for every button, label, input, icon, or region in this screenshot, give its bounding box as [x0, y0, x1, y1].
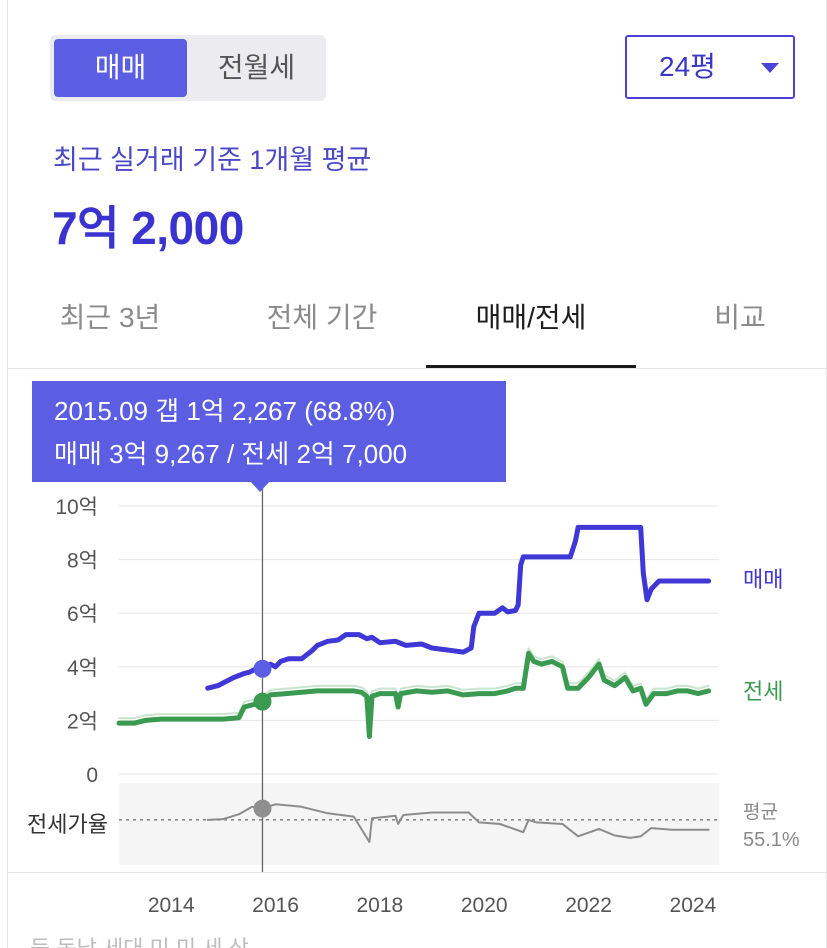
series-ratio-line	[206, 803, 710, 843]
x-tick-label: 2020	[461, 894, 508, 917]
marker-sale	[253, 659, 272, 678]
y-tick-label: 0	[86, 764, 98, 787]
ratio-band-background	[119, 783, 719, 865]
x-tick-label: 2014	[148, 894, 195, 917]
tooltip-pointer	[250, 481, 270, 492]
y-axis-tick-labels: 10억 8억 6억 4억 2억 0	[55, 496, 98, 787]
y-tick-label: 6억	[67, 603, 98, 626]
legend-jeonse: 전세	[743, 679, 783, 704]
chart-bottom-divider	[8, 872, 827, 873]
legend-sale: 매매	[743, 567, 783, 592]
x-tick-label: 2022	[565, 894, 612, 917]
x-tick-label: 2018	[357, 894, 404, 917]
deal-type-sale-button[interactable]: 매매	[54, 39, 187, 97]
average-price-value: 7억 2,000	[52, 202, 244, 254]
tabs-divider	[8, 368, 827, 369]
average-label: 평균	[743, 801, 778, 823]
average-price-label: 최근 실거래 기준 1개월 평균	[53, 145, 372, 175]
marker-jeonse	[253, 692, 272, 711]
chart-tabs: 최근 3년 전체 기간 매매/전세 비교	[0, 280, 827, 370]
deal-type-toggle: 매매 전월세	[50, 35, 326, 101]
series-sale-line	[205, 524, 712, 691]
tooltip-gap-text: 2015.09 갭 1억 2,267 (68.8%)	[54, 396, 396, 426]
deal-type-rent-button[interactable]: 전월세	[217, 52, 296, 83]
tab-all-period[interactable]: 전체 기간	[266, 302, 378, 333]
chevron-down-icon	[761, 63, 779, 73]
x-axis-tick-labels: 2014 2016 2018 2020 2022 2024	[148, 894, 717, 917]
ratio-axis-label: 전세가율	[27, 812, 108, 837]
hover-tooltip: 2015.09 갭 1억 2,267 (68.8%) 매매 3억 9,267 /…	[32, 381, 506, 482]
panel-left-border	[7, 0, 8, 948]
selected-point-markers	[253, 659, 272, 818]
average-value: 55.1%	[743, 829, 800, 851]
tooltip-price-text: 매매 3억 9,267 / 전세 2억 7,000	[54, 439, 408, 469]
series-jeonse-line	[116, 650, 712, 739]
footnote-text: 등 동남 세대 미 미 세 상 ...	[30, 936, 410, 948]
tab-sale-jeonse[interactable]: 매매/전세	[475, 302, 587, 333]
x-tick-label: 2016	[252, 894, 299, 917]
y-tick-label: 10억	[55, 496, 98, 519]
y-tick-label: 8억	[67, 550, 98, 573]
x-tick-label: 2024	[670, 894, 717, 917]
size-select[interactable]: 24평	[625, 35, 795, 99]
tab-compare[interactable]: 비교	[714, 302, 766, 333]
chart-gridlines	[119, 505, 719, 775]
size-select-value: 24평	[659, 51, 716, 82]
y-tick-label: 2억	[67, 710, 98, 733]
y-tick-label: 4억	[67, 657, 98, 680]
active-tab-indicator	[426, 365, 636, 368]
marker-ratio	[253, 799, 272, 818]
tab-recent-3-years[interactable]: 최근 3년	[59, 302, 161, 333]
